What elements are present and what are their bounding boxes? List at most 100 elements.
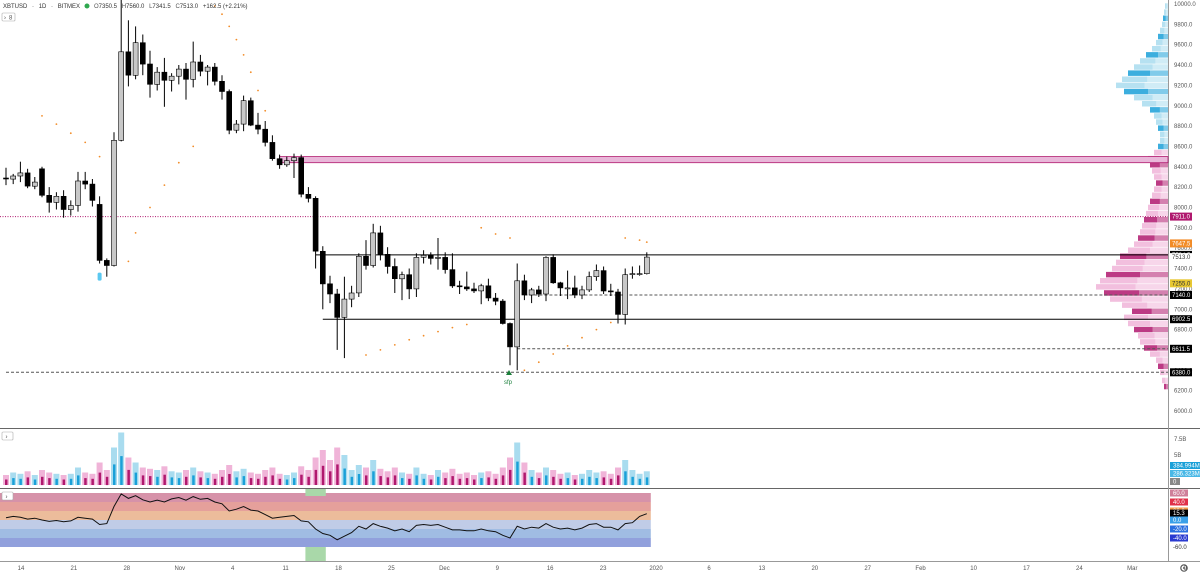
candle-body: [104, 260, 110, 266]
volume-profile-bar: [1160, 192, 1168, 198]
candle-body: [75, 180, 81, 206]
volume-profile-bar: [1141, 296, 1168, 302]
volume-profile-bar: [1163, 363, 1168, 369]
parabolic-sar: [41, 5, 648, 372]
cyan-marker: [97, 272, 102, 281]
time-axis[interactable]: 14 21 28 Nov 4 11 18 25 Dec 9 16 23 2020 6 13 20 27 Feb 10…: [18, 566, 1188, 572]
rsi-band: [0, 493, 651, 502]
volume-profile-bar: [1134, 94, 1153, 101]
volume-bar-inner: [501, 475, 505, 485]
candle-body: [305, 194, 312, 199]
volume-profile-bar: [1152, 326, 1168, 333]
sar-dot: [494, 233, 497, 235]
sar-dot: [221, 13, 223, 16]
sar-dot: [149, 206, 151, 209]
volume-profile-bar: [1150, 70, 1168, 76]
volume-bar-inner: [379, 476, 382, 485]
volume-profile-bar: [1144, 217, 1158, 223]
volume-bar-inner: [530, 476, 534, 486]
price-axis[interactable]: 10000.0 9800.0 9600.0 9400.0 9200.0 9000.0 880…: [1174, 2, 1196, 415]
volume-bar-inner: [588, 476, 591, 486]
sar-dot: [84, 141, 87, 144]
candle-body: [60, 196, 67, 210]
volume-bar-inner: [480, 478, 483, 485]
volume-bar-inner: [336, 464, 339, 485]
zone-rect: [279, 156, 1169, 164]
volume-collapse-frame: [1, 431, 14, 441]
volume-bar-inner: [62, 479, 66, 485]
volume-bar-inner: [545, 475, 548, 485]
sar-dot: [609, 321, 612, 324]
sar-dot: [393, 344, 396, 346]
volume-profile-bar: [1165, 3, 1167, 9]
volume-profile-bar: [1106, 271, 1141, 278]
candle-body: [521, 280, 528, 296]
candle-body: [593, 270, 600, 278]
time-axis-tick: 10: [970, 566, 977, 572]
rsi-pane-collapse-button[interactable]: ›: [1, 491, 14, 501]
open-value: 7350.5: [99, 4, 118, 10]
volume-profile-bar: [1159, 162, 1168, 168]
market-status-icon: [84, 3, 90, 9]
sfp-marker-icon: [506, 370, 512, 375]
time-axis-tick: 20: [811, 566, 818, 572]
volume-profile-bar: [1163, 125, 1168, 131]
candle-body: [600, 270, 607, 292]
volume-bar-inner: [314, 469, 318, 485]
sar-dot: [41, 115, 43, 117]
volume-profile-bar: [1128, 247, 1150, 253]
volume-bar-inner: [429, 479, 433, 485]
volume-profile-bar: [1165, 21, 1168, 28]
volume-bar-inner: [509, 469, 512, 485]
candle-body: [355, 255, 362, 294]
volume-profile-bar: [1152, 241, 1168, 247]
sar-dot: [379, 349, 382, 351]
legend-header[interactable]: XBTUSD · 1D · BITMEX O7350.5 H7560.0 L73…: [3, 3, 248, 11]
rsi-axis[interactable]: 60.040.020.015.30.0-20.0-40.0-60.0: [1170, 489, 1188, 552]
volume-tag-a-text: 384.994M: [1173, 464, 1200, 470]
volume-profile-bar: [1146, 210, 1159, 217]
candle-body: [629, 273, 636, 275]
candle-body: [118, 51, 124, 141]
rsi-band: [0, 502, 651, 511]
volume-profile-bar: [1160, 137, 1165, 144]
settings-button[interactable]: [1180, 564, 1188, 572]
volume-bar-inner: [617, 475, 620, 485]
rsi-highlight-bottom: [305, 547, 326, 561]
sar-dot: [235, 38, 238, 41]
rsi-axis-tag: [1170, 543, 1188, 551]
volume-profile-bar: [1160, 168, 1168, 174]
sar-dot: [552, 353, 555, 355]
volume-profile-bar: [1135, 284, 1168, 290]
volume-pane-collapse-button[interactable]: ›: [1, 431, 14, 441]
price-axis-tags: 7911.07647.57534.57513.07255.07140.06902…: [1170, 212, 1192, 377]
volume-axis[interactable]: 7.5B 5B 384.994M 286.323M 0: [1170, 437, 1200, 486]
volume-profile-bar: [1148, 88, 1168, 95]
candle-body: [535, 289, 542, 295]
collapse-indicators-button[interactable]: › 8: [1, 12, 16, 22]
sar-dot: [127, 260, 130, 263]
volume-profile-bar: [1152, 168, 1161, 174]
volume-axis-tick: 7.5B: [1174, 437, 1186, 443]
sar-dot: [624, 237, 627, 239]
time-axis-tick: Nov: [174, 566, 185, 572]
candle-body: [478, 285, 485, 292]
rsi-axis-tick: -60.0: [1173, 545, 1187, 551]
volume-bar-inner: [300, 474, 303, 485]
sar-dot: [509, 237, 511, 239]
main-pane[interactable]: [0, 0, 1168, 428]
candle-body: [197, 61, 204, 72]
volume-profile-bar: [1134, 64, 1153, 70]
gear-icon: [1180, 564, 1188, 572]
price-axis-tick: 8400.0: [1174, 165, 1193, 171]
volume-profile-bar: [1156, 223, 1168, 229]
candle-body: [240, 100, 247, 125]
sar-dot: [177, 161, 180, 164]
volume-profile-bar: [1162, 357, 1168, 363]
time-axis-tick: 17: [1023, 566, 1030, 572]
volume-profile-bar: [1160, 27, 1165, 34]
candle-body: [413, 257, 420, 290]
volume-profile-bar: [1124, 314, 1149, 321]
volume-bar-inner: [134, 472, 138, 485]
